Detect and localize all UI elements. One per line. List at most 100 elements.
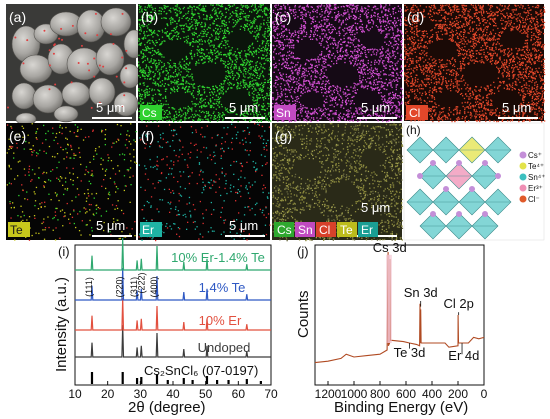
map-dot xyxy=(286,38,288,40)
map-dot xyxy=(262,34,264,36)
map-dot xyxy=(235,12,237,14)
map-dot xyxy=(288,86,290,88)
map-dot xyxy=(143,31,145,33)
map-dot xyxy=(470,40,472,42)
map-dot xyxy=(448,115,450,117)
map-dot xyxy=(231,15,233,17)
map-dot xyxy=(365,10,367,12)
map-dot xyxy=(474,13,476,15)
map-dot xyxy=(378,77,380,79)
map-dot xyxy=(366,85,368,87)
map-dot xyxy=(222,88,225,90)
map-dot xyxy=(186,90,189,92)
map-dot xyxy=(332,85,334,87)
map-dot xyxy=(236,85,238,88)
map-dot xyxy=(219,85,221,87)
map-dot xyxy=(224,77,227,79)
map-dot xyxy=(251,53,253,55)
map-dot xyxy=(329,110,331,112)
sem-red-dot xyxy=(54,83,57,86)
map-dot xyxy=(172,108,174,110)
map-dot xyxy=(329,51,331,53)
map-dot xyxy=(139,76,141,78)
map-dot xyxy=(204,91,206,93)
map-dot xyxy=(204,40,206,42)
map-dot xyxy=(289,103,291,105)
map-dot xyxy=(528,70,531,72)
map-dot xyxy=(334,6,336,8)
map-dot xyxy=(536,93,539,95)
map-dot xyxy=(429,71,431,73)
map-dot xyxy=(314,110,316,112)
map-dot xyxy=(160,43,162,46)
map-dot xyxy=(355,9,357,11)
map-dot xyxy=(366,49,369,51)
map-dot xyxy=(328,22,330,24)
map-dot xyxy=(148,23,150,26)
map-dot xyxy=(158,85,160,87)
map-dot xyxy=(361,6,363,8)
map-dot xyxy=(208,114,210,116)
map-dot xyxy=(331,60,333,62)
map-dot xyxy=(279,77,282,79)
map-dot xyxy=(350,102,353,104)
map-dot xyxy=(252,51,255,53)
map-dot xyxy=(355,26,357,28)
map-dot xyxy=(390,74,392,76)
map-dot xyxy=(357,83,359,85)
map-dot xyxy=(349,93,351,95)
map-dot xyxy=(199,98,201,100)
map-dot xyxy=(258,88,260,90)
map-dot xyxy=(339,43,342,45)
map-dot xyxy=(166,6,168,8)
map-dot xyxy=(149,30,152,32)
map-dot xyxy=(162,119,164,121)
map-dot xyxy=(464,30,466,32)
map-dot xyxy=(197,23,199,25)
map-dot xyxy=(250,61,252,63)
map-dot xyxy=(167,73,169,75)
map-dot xyxy=(299,5,301,7)
map-dot xyxy=(350,7,352,9)
map-dot xyxy=(398,109,401,111)
map-dot xyxy=(289,91,291,94)
map-dot xyxy=(235,65,237,68)
map-dot xyxy=(251,60,253,63)
map-dot xyxy=(255,65,257,67)
map-dot xyxy=(186,58,189,60)
map-dot xyxy=(328,114,330,116)
map-dot xyxy=(471,22,473,24)
map-dot xyxy=(143,56,145,58)
map-dot xyxy=(334,27,336,29)
map-dot xyxy=(285,73,287,76)
map-dot xyxy=(228,72,230,75)
map-dot xyxy=(275,65,278,67)
map-dot xyxy=(139,25,141,27)
map-dot xyxy=(257,114,259,116)
map-dot xyxy=(384,73,386,75)
map-dot xyxy=(392,55,394,57)
map-dot xyxy=(252,23,254,25)
map-dot xyxy=(182,67,185,69)
map-dot xyxy=(226,43,229,45)
map-dot xyxy=(328,8,331,10)
map-dot xyxy=(411,36,413,38)
map-dot xyxy=(268,69,271,71)
map-dot xyxy=(221,20,223,22)
map-dot xyxy=(191,92,193,94)
map-dot xyxy=(496,107,498,110)
map-dot xyxy=(209,88,211,90)
map-dot xyxy=(391,86,393,89)
map-dot xyxy=(398,116,401,118)
map-dot xyxy=(144,89,146,92)
map-dot xyxy=(305,110,307,112)
map-dot xyxy=(301,7,303,9)
map-dot xyxy=(220,60,222,62)
map-dot xyxy=(272,97,274,99)
map-dot xyxy=(385,21,387,23)
map-dot xyxy=(375,72,377,75)
map-dot xyxy=(213,103,216,105)
map-dot xyxy=(189,43,191,45)
map-dot xyxy=(297,41,299,43)
map-dot xyxy=(392,32,394,34)
